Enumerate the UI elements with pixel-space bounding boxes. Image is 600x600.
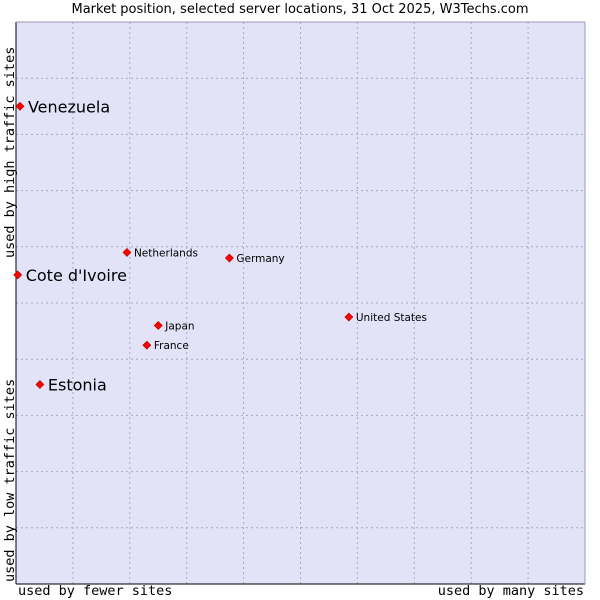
chart-title: Market position, selected server locatio… [71, 2, 529, 17]
point-venezuela [15, 101, 25, 111]
point-label-germany: Germany [236, 253, 284, 265]
x-axis-label-right: used by many sites [437, 583, 584, 599]
point-label-cote-d-ivoire: Cote d'Ivoire [26, 266, 127, 285]
point-france [142, 340, 152, 350]
y-axis-label-bottom: used by low traffic sites [2, 378, 18, 582]
point-label-japan: Japan [164, 320, 194, 332]
point-japan [153, 321, 163, 330]
y-axis-label-top: used by high traffic sites [2, 46, 18, 258]
point-label-united-states: United States [356, 312, 427, 324]
data-points: Venezuela Cote d'Ivoire Estonia Netherlands… [13, 97, 427, 394]
x-axis-label-left: used by fewer sites [18, 583, 173, 599]
point-label-france: France [154, 340, 189, 352]
point-estonia [35, 380, 45, 389]
point-germany [224, 253, 234, 263]
point-cote-d-ivoire [13, 270, 23, 280]
point-label-venezuela: Venezuela [28, 97, 110, 116]
grid-lines [16, 22, 585, 584]
point-united-states [344, 312, 354, 322]
point-label-netherlands: Netherlands [134, 247, 198, 259]
point-netherlands [122, 247, 132, 257]
point-label-estonia: Estonia [48, 375, 107, 394]
